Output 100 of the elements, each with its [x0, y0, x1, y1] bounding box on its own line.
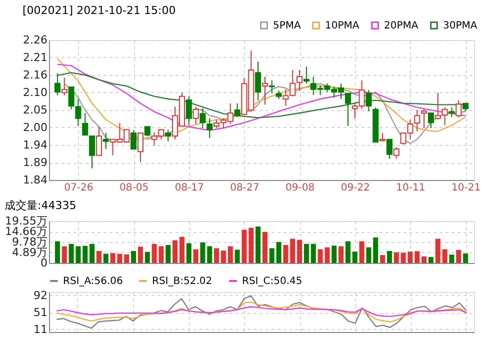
y-tick-label: 19.55万 [5, 214, 48, 228]
bar [442, 249, 448, 263]
bar [131, 250, 136, 263]
x-tick-label: 09-22 [340, 182, 370, 194]
bar [456, 250, 462, 263]
candlestick [366, 90, 372, 112]
bar [103, 254, 108, 263]
bar [90, 244, 95, 263]
candlestick [200, 108, 206, 128]
candlestick [303, 66, 310, 84]
bar [138, 246, 143, 263]
bar [380, 255, 386, 263]
candlestick [344, 92, 351, 126]
bar [228, 246, 233, 263]
x-tick-label: 08-27 [230, 182, 260, 194]
y-tick-label: 4.89万 [12, 246, 48, 259]
bar [220, 250, 226, 263]
bar [144, 252, 150, 263]
y-tick-label: 11 [34, 322, 48, 336]
bar [359, 241, 364, 263]
bar [394, 252, 399, 263]
line-series [56, 295, 467, 329]
candlestick [414, 110, 420, 132]
bar [386, 250, 392, 263]
bar [338, 246, 344, 263]
bar [207, 246, 212, 263]
bar [214, 248, 220, 263]
legend-label: 30PMA [443, 20, 478, 32]
x-tick-label: 10-11 [396, 182, 426, 194]
x-tick-label: 10-21 [452, 182, 481, 194]
x-tick-label: 08-17 [174, 182, 204, 194]
y-tick-label: 51 [34, 306, 48, 320]
y-tick-label: 2.10 [23, 86, 48, 99]
candlestick [144, 126, 150, 137]
bar [262, 232, 268, 263]
candlestick [421, 108, 428, 128]
candlestick [192, 106, 199, 124]
candlestick [255, 61, 262, 101]
bar [242, 230, 247, 263]
y-tick-label: 0 [40, 256, 48, 270]
bar [248, 228, 254, 263]
y-tick-label: 2.05 [23, 104, 48, 116]
bar [332, 246, 337, 263]
bar [310, 244, 316, 263]
bar [366, 247, 372, 263]
bar [166, 244, 171, 263]
legend-label: RSI_C:50.45 [242, 276, 302, 287]
candlestick [54, 72, 60, 96]
y-tick-label: 2.16 [23, 68, 48, 82]
line-series [56, 306, 467, 318]
bar [428, 256, 434, 263]
candlestick [61, 77, 68, 96]
bar [234, 250, 240, 263]
x-tick-label: 07-26 [64, 182, 94, 194]
bar [186, 243, 192, 263]
bar [269, 248, 274, 263]
candlestick [393, 146, 400, 160]
candlestick [130, 130, 137, 150]
bar [62, 246, 67, 263]
y-tick-label: 1.89 [23, 156, 48, 169]
bar [435, 238, 440, 263]
legend-label: 20PMA [384, 20, 418, 32]
bar [304, 244, 309, 263]
candlestick [165, 129, 172, 142]
legend-label: 10PMA [325, 20, 360, 32]
bar [449, 254, 454, 263]
y-tick-label: 2.00 [23, 121, 48, 134]
candlestick [268, 80, 275, 94]
bar [179, 236, 184, 263]
bar [124, 254, 130, 263]
legend-label: RSI_A:56.06 [63, 276, 123, 287]
candlestick [137, 132, 144, 162]
bar [283, 244, 288, 263]
y-tick-label: 1.84 [23, 174, 48, 186]
candlestick [386, 138, 392, 160]
candlestick [96, 126, 102, 156]
bar [352, 252, 358, 263]
bar [297, 240, 302, 263]
bar [422, 256, 427, 263]
y-tick-label: 2.26 [23, 34, 48, 46]
bar [256, 226, 261, 263]
line-series [56, 64, 466, 131]
bar [276, 242, 282, 263]
x-tick-label: 08-05 [120, 182, 149, 194]
candlestick [102, 132, 109, 150]
bar [193, 249, 198, 263]
chart-title: [002021] 2021-10-21 15:00 [22, 4, 176, 17]
bar [200, 242, 206, 263]
candlestick [186, 96, 192, 126]
candlestick [206, 118, 213, 138]
bar [82, 246, 88, 263]
y-tick-label: 1.94 [23, 138, 48, 152]
candlestick [89, 136, 96, 169]
y-tick-label: 2.21 [23, 51, 48, 64]
bar [414, 251, 420, 263]
y-tick-label: 92 [34, 288, 48, 302]
candlestick [456, 100, 462, 118]
candlestick [82, 112, 88, 136]
bar [96, 250, 102, 263]
bar [54, 241, 60, 263]
